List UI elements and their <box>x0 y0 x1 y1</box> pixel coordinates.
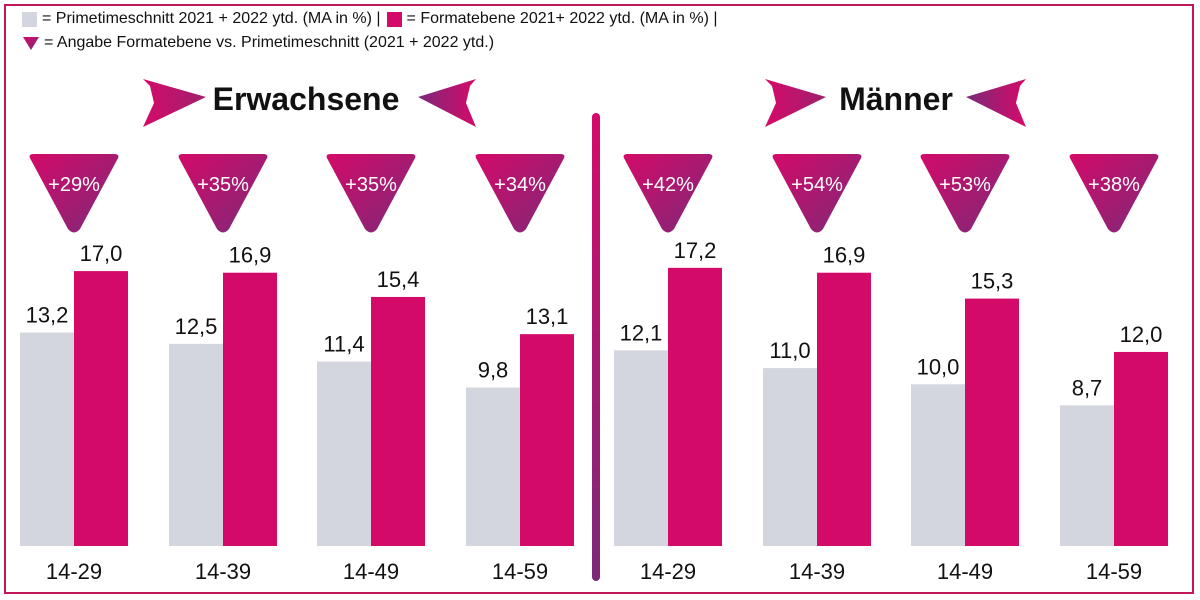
legend-row-2: = Angabe Formatebene vs. Primetimeschnit… <box>22 34 500 52</box>
primetime-bar <box>614 350 668 546</box>
format-bar <box>371 296 425 546</box>
chevron-left-icon <box>966 79 1026 127</box>
delta-badge <box>623 154 713 233</box>
panel-title-maenner: Männer <box>839 81 953 117</box>
bar-value-label: 16,9 <box>229 243 272 268</box>
bar-value-label: 15,3 <box>971 269 1014 294</box>
delta-badge <box>772 154 862 233</box>
panel-title-erwachsene: Erwachsene <box>213 81 400 117</box>
delta-label: +29% <box>48 174 100 196</box>
bar-value-label: 9,8 <box>478 358 509 383</box>
bar-value-label: 15,4 <box>377 267 420 292</box>
primetime-bar <box>911 384 965 546</box>
chevron-left-icon <box>418 79 476 127</box>
delta-label: +34% <box>494 174 546 196</box>
category-label: 14-49 <box>937 559 993 584</box>
panel-title-maenner-group: Männer <box>765 79 1026 127</box>
chart-marks: 13,2 17,0 14-29 +29% 12,5 16,9 14-39 +35% 11,4 15… <box>20 154 1168 584</box>
primetime-bar <box>20 332 74 546</box>
primetime-bar <box>466 387 520 546</box>
panel-title-erwachsene-group: Erwachsene <box>143 79 476 127</box>
legend-primetime-label: = Primetimeschnitt 2021 + 2022 ytd. (MA … <box>42 10 381 27</box>
bar-value-label: 12,5 <box>175 314 218 339</box>
legend-row-1: = Primetimeschnitt 2021 + 2022 ytd. (MA … <box>22 10 724 28</box>
delta-label: +54% <box>791 174 843 196</box>
delta-badge <box>178 154 268 233</box>
bar-value-label: 11,4 <box>323 332 364 357</box>
legend-delta-label: = Angabe Formatebene vs. Primetimeschnit… <box>44 34 495 51</box>
category-label: 14-49 <box>343 559 399 584</box>
bar-value-label: 12,0 <box>1120 322 1163 347</box>
legend-format-label: = Formatebene 2021+ 2022 ytd. (MA in %) … <box>406 10 718 27</box>
chevron-right-icon <box>143 79 206 127</box>
category-label: 14-59 <box>492 559 548 584</box>
primetime-bar <box>763 368 817 546</box>
primetime-bar <box>317 361 371 546</box>
format-bar <box>1114 351 1168 546</box>
delta-label: +42% <box>642 174 694 196</box>
format-bar <box>965 298 1019 546</box>
delta-label: +35% <box>345 174 397 196</box>
panel-divider <box>592 113 600 581</box>
bar-value-label: 8,7 <box>1072 375 1103 400</box>
chart-frame <box>4 4 1194 594</box>
delta-badge <box>326 154 416 233</box>
chevron-right-icon <box>765 79 826 127</box>
format-bar <box>223 272 277 546</box>
delta-badge <box>1069 154 1159 233</box>
delta-label: +35% <box>197 174 249 196</box>
bar-value-label: 13,1 <box>526 304 569 329</box>
bar-value-label: 16,9 <box>823 243 866 268</box>
bar-value-label: 12,1 <box>620 320 663 345</box>
delta-badge <box>29 154 119 233</box>
delta-label: +53% <box>939 174 991 196</box>
format-bar <box>74 271 128 546</box>
category-label: 14-39 <box>789 559 845 584</box>
bar-value-label: 10,0 <box>917 354 960 379</box>
format-swatch <box>386 11 402 27</box>
delta-badge <box>475 154 565 233</box>
category-label: 14-29 <box>46 559 102 584</box>
bar-value-label: 17,0 <box>80 241 123 266</box>
primetime-bar <box>1060 405 1114 546</box>
format-bar <box>520 334 574 546</box>
bar-value-label: 11,0 <box>769 338 810 363</box>
bar-value-label: 17,2 <box>674 238 717 263</box>
delta-triangle-icon <box>23 37 39 50</box>
delta-badge <box>920 154 1010 233</box>
format-bar <box>668 267 722 546</box>
category-label: 14-59 <box>1086 559 1142 584</box>
primetime-bar <box>169 343 223 546</box>
primetime-swatch <box>22 11 37 27</box>
bar-value-label: 13,2 <box>26 303 69 328</box>
category-label: 14-29 <box>640 559 696 584</box>
delta-label: +38% <box>1088 174 1140 196</box>
format-bar <box>817 272 871 546</box>
category-label: 14-39 <box>195 559 251 584</box>
